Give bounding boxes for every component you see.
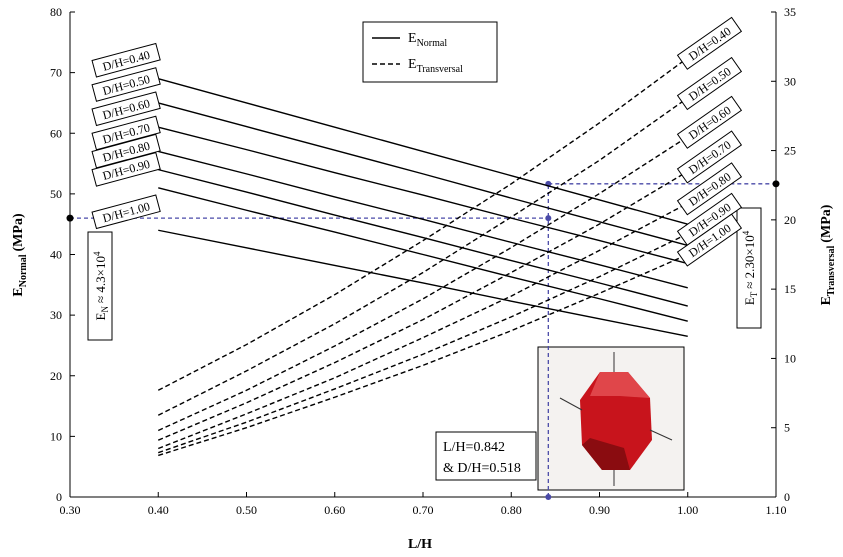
legend-box bbox=[362, 21, 498, 83]
y2-tick-label: 20 bbox=[784, 213, 796, 227]
legend-label: ETransversal bbox=[408, 57, 463, 75]
series-line bbox=[158, 78, 688, 225]
y2-tick-label: 10 bbox=[784, 351, 796, 365]
series-label: D/H=1.00 bbox=[91, 194, 161, 230]
series-label-box bbox=[91, 91, 161, 127]
series-label: D/H=0.40 bbox=[91, 42, 161, 78]
x-tick-label: 0.40 bbox=[148, 503, 169, 517]
y-tick-label: 50 bbox=[50, 187, 62, 201]
series-label-box bbox=[91, 194, 161, 230]
y-tick-label: 40 bbox=[50, 248, 62, 262]
series-line bbox=[158, 102, 688, 247]
series-line bbox=[157, 170, 689, 441]
series-label-box bbox=[91, 42, 161, 78]
guide-point bbox=[545, 215, 552, 222]
inset-image bbox=[537, 346, 685, 491]
series-line bbox=[158, 233, 689, 454]
series-label-box bbox=[676, 213, 743, 267]
series-line bbox=[157, 97, 689, 416]
annotation: EN≈ 4.3×104 bbox=[92, 251, 110, 320]
series-line bbox=[158, 168, 688, 307]
series-label-box bbox=[676, 130, 743, 184]
x-tick-label: 0.50 bbox=[236, 503, 257, 517]
annotation: L/H=0.842 bbox=[443, 440, 505, 455]
y2-tick-label: 25 bbox=[784, 144, 796, 158]
legend-label: ENormal bbox=[408, 31, 447, 49]
y-tick-label: 30 bbox=[50, 308, 62, 322]
y2-tick-label: 5 bbox=[784, 421, 790, 435]
y2-tick-label: 35 bbox=[784, 5, 796, 19]
annotation-box bbox=[87, 231, 113, 341]
annotation: ET≈ 2.30×104 bbox=[741, 230, 759, 305]
y2-tick-label: 15 bbox=[784, 282, 796, 296]
x-tick-label: 0.70 bbox=[413, 503, 434, 517]
series-line bbox=[158, 150, 688, 289]
x-tick-label: 1.00 bbox=[677, 503, 698, 517]
x-tick-label: 0.30 bbox=[60, 503, 81, 517]
series-line bbox=[158, 126, 688, 265]
y-tick-label: 0 bbox=[56, 490, 62, 504]
series-line bbox=[157, 202, 689, 450]
y2-tick-label: 0 bbox=[784, 490, 790, 504]
series-label-box bbox=[676, 162, 743, 216]
series-label-box bbox=[676, 56, 743, 111]
guide-point bbox=[772, 180, 780, 188]
y-tick-label: 80 bbox=[50, 5, 62, 19]
series-label-text: D/H=0.40 bbox=[686, 24, 734, 63]
y-tick-label: 10 bbox=[50, 429, 62, 443]
series-label-text: D/H=0.50 bbox=[686, 64, 734, 103]
y-tick-label: 70 bbox=[50, 66, 62, 80]
series-label-box bbox=[676, 95, 743, 149]
guide-point bbox=[66, 214, 74, 222]
annotation: & D/H=0.518 bbox=[443, 461, 521, 476]
series-line bbox=[158, 229, 688, 338]
x-tick-label: 1.10 bbox=[766, 503, 787, 517]
series-label-box bbox=[91, 67, 161, 102]
series-label-box bbox=[91, 133, 161, 169]
series-line bbox=[157, 136, 689, 432]
y-tick-label: 20 bbox=[50, 369, 62, 383]
annotation-box bbox=[435, 431, 537, 481]
guide-point bbox=[545, 494, 552, 500]
series-label-box bbox=[91, 151, 161, 187]
series-label-box bbox=[676, 16, 743, 70]
x-tick-label: 0.80 bbox=[501, 503, 522, 517]
series-label-box bbox=[91, 115, 161, 151]
x-tick-label: 0.60 bbox=[324, 503, 345, 517]
x-axis-title: L/H bbox=[408, 537, 432, 552]
series-line bbox=[158, 187, 688, 322]
annotation-box bbox=[736, 207, 762, 329]
series-line bbox=[157, 57, 689, 391]
series-line bbox=[158, 253, 689, 457]
y2-axis-title: ETransversal(MPa) bbox=[819, 204, 837, 305]
y-tick-label: 60 bbox=[50, 126, 62, 140]
x-tick-label: 0.90 bbox=[589, 503, 610, 517]
y-axis-title: ENormal(MPa) bbox=[11, 213, 29, 297]
y2-tick-label: 30 bbox=[784, 74, 796, 88]
